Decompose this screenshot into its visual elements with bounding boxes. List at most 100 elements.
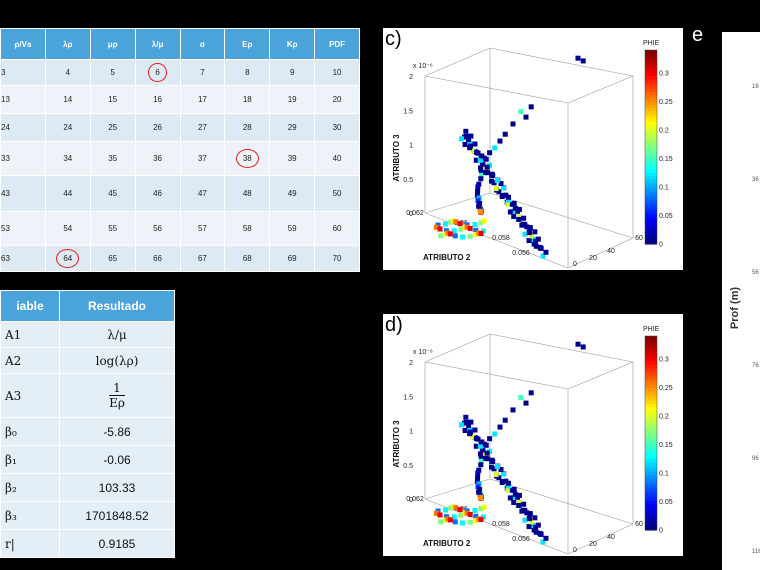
box-edge — [424, 47, 491, 77]
data-point — [473, 513, 479, 519]
colorbar-segment — [645, 121, 657, 125]
data-point — [505, 480, 511, 486]
z-tick-label: 1 — [409, 429, 413, 436]
data-point — [535, 522, 541, 528]
y-axis-label: ATRIBUTO 2 — [423, 253, 471, 262]
colorbar-segment — [645, 156, 657, 161]
table-cell: 64 — [44, 245, 91, 272]
data-point — [580, 58, 586, 64]
data-point — [505, 194, 511, 200]
variable-cell: β₃ — [0, 501, 60, 530]
colorbar-frame — [644, 335, 658, 531]
data-point — [453, 219, 459, 225]
data-point — [478, 209, 483, 215]
colorbar-segment — [645, 198, 657, 203]
table-row: A2 log(λρ) — [0, 347, 175, 374]
data-point — [467, 225, 473, 231]
data-point — [478, 172, 484, 178]
data-point — [452, 233, 458, 239]
header-5: Eρ — [224, 28, 271, 60]
colorbar-segment — [645, 169, 657, 174]
data-point — [476, 195, 482, 201]
header-3: λ/μ — [134, 28, 181, 60]
box-edge — [567, 361, 634, 390]
data-point — [512, 205, 518, 211]
colorbar-segment — [645, 117, 657, 122]
data-point — [487, 436, 493, 442]
data-point — [509, 487, 515, 493]
data-point — [516, 216, 522, 222]
colorbar-tick: 0.2 — [659, 413, 669, 420]
colorbar-segment — [645, 394, 657, 399]
colorbar-segment — [645, 345, 657, 350]
table-row: 63 64 65 66 67 68 69 70 — [0, 245, 360, 272]
fraction: 1 Eρ — [109, 381, 125, 410]
data-point — [543, 535, 549, 541]
highlight-circle: 6 — [148, 63, 167, 82]
variable-cell: A1 — [0, 321, 60, 348]
data-point — [492, 145, 498, 151]
z-axis-label: ATRIBUTO 3 — [392, 134, 401, 182]
table-cell: 48 — [224, 175, 271, 212]
colorbar-segment — [645, 342, 657, 347]
data-point — [472, 141, 478, 147]
data-point — [488, 178, 494, 184]
table-row: 3 4 5 6 7 8 9 10 — [0, 59, 360, 86]
box-edge — [489, 333, 634, 363]
colorbar-segment — [645, 374, 657, 379]
colorbar-segment — [645, 53, 657, 58]
table-cell: 10 — [314, 59, 360, 86]
table-cell: 55 — [89, 211, 136, 246]
colorbar-segment — [645, 365, 657, 369]
z-tick-label: 1.5 — [403, 108, 413, 115]
table-row: β₁ -0.06 — [0, 445, 175, 474]
data-point — [481, 218, 487, 224]
data-point — [473, 227, 479, 233]
table-row: r| 0.9185 — [0, 529, 175, 558]
variable-cell: β₁ — [0, 445, 60, 474]
z-tick-label: 0 — [409, 211, 413, 218]
colorbar-tick: 0.05 — [659, 213, 673, 220]
colorbar-segment — [645, 82, 657, 87]
x-tick-label: 0 — [573, 261, 577, 268]
colorbar-segment — [645, 355, 657, 360]
panel-c: c) 0 0.5 1 1.5 2 x 10⁻⁶ ATRIBUTO 3 0.056 0.058 0.… — [383, 28, 683, 270]
data-point — [483, 442, 489, 448]
data-point — [518, 109, 524, 115]
header-4: σ — [179, 28, 226, 60]
colorbar-segment — [645, 455, 657, 460]
table-row: 33 34 35 36 37 38 39 40 — [0, 141, 360, 176]
colorbar-label: PHIE — [643, 40, 660, 47]
data-point — [482, 450, 488, 456]
colorbar-segment — [645, 214, 657, 219]
colorbar-segment — [645, 227, 657, 232]
colorbar-segment — [645, 182, 657, 187]
z-tick-label: 2 — [409, 74, 413, 81]
colorbar-segment — [645, 462, 657, 466]
data-point — [484, 164, 490, 170]
data-point — [476, 481, 482, 487]
data-point — [479, 439, 485, 445]
table-row: 24 24 25 26 27 28 29 30 — [0, 113, 360, 142]
data-point — [516, 502, 522, 508]
colorbar-segment — [645, 92, 657, 96]
data-point — [478, 231, 484, 237]
data-point — [499, 193, 505, 199]
table-row: A1 λ/μ — [0, 321, 175, 348]
data-point — [467, 511, 473, 517]
data-point — [535, 236, 541, 242]
colorbar-segment — [645, 423, 657, 428]
data-point — [517, 214, 523, 220]
data-point — [459, 422, 465, 428]
data-point — [532, 515, 538, 521]
data-point — [497, 138, 503, 144]
x-tick-label: 60 — [635, 235, 643, 242]
result-cell: 1 Eρ — [59, 373, 175, 418]
data-point — [448, 219, 454, 225]
panel-d: d) 0 0.5 1 1.5 2 x 10⁻⁶ ATRIBUTO 3 0.056 0.058 0.… — [383, 314, 683, 556]
data-point — [502, 131, 508, 137]
data-point — [511, 213, 517, 219]
colorbar-segment — [645, 481, 657, 486]
data-point — [464, 510, 470, 516]
data-point — [528, 390, 534, 396]
